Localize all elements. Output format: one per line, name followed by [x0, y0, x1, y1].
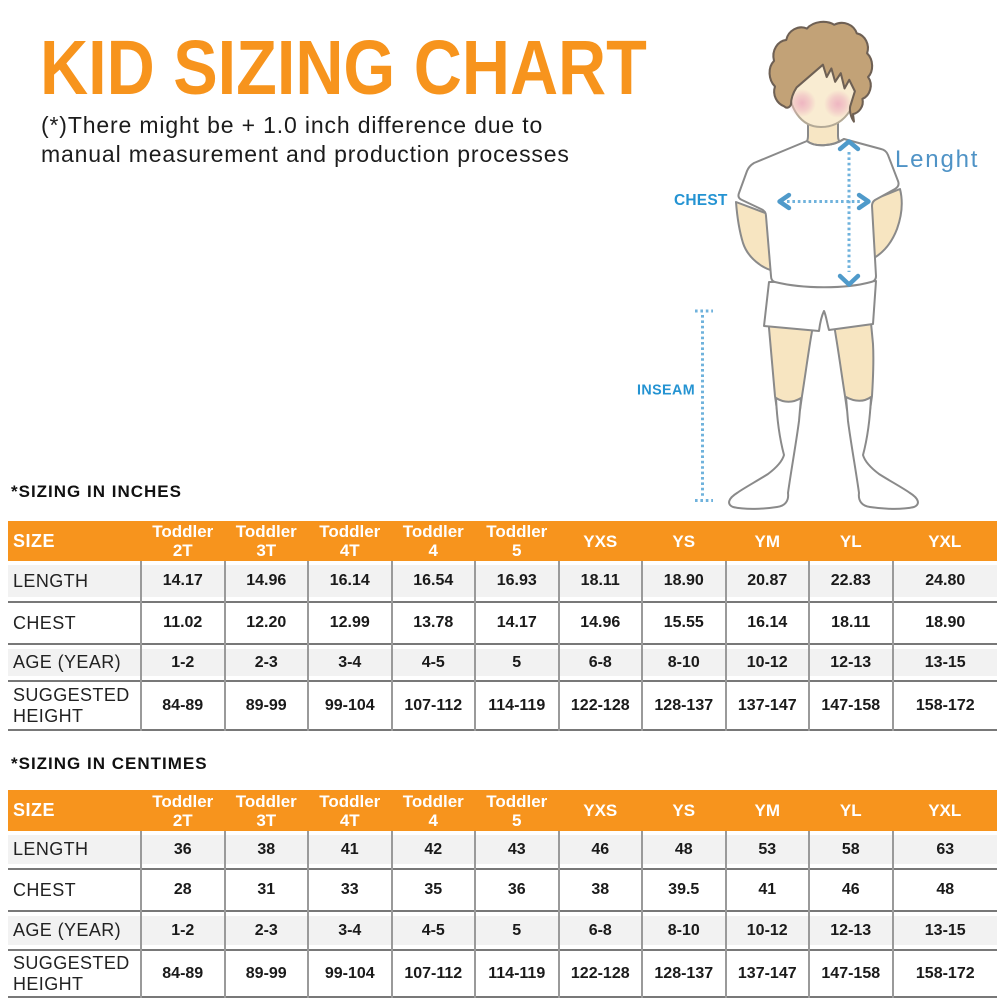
- svg-text:Lenght: Lenght: [895, 146, 979, 173]
- svg-text:INSEAM: INSEAM: [637, 383, 695, 399]
- svg-text:CHEST: CHEST: [674, 192, 728, 209]
